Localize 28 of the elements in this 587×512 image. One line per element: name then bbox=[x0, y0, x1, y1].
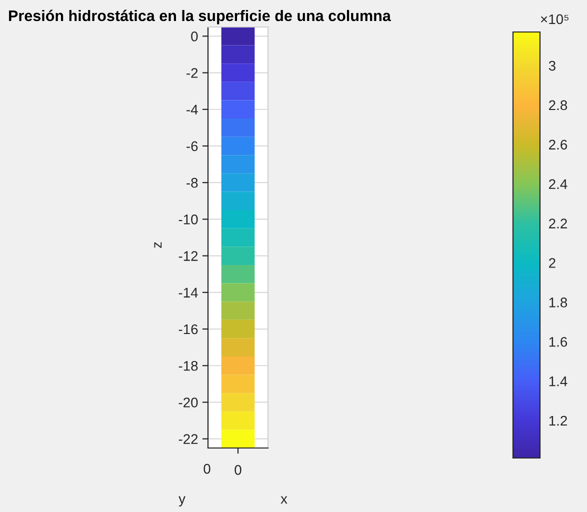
color-bar-label: 1.2 bbox=[549, 416, 567, 426]
y-tick-label: -12 bbox=[178, 251, 198, 261]
color-bar-label: 1.8 bbox=[549, 298, 568, 308]
y-tick-label: -10 bbox=[178, 214, 198, 224]
color-bar-label: 2.2 bbox=[549, 218, 567, 228]
color-bar-title: ×10⁵ bbox=[540, 14, 568, 24]
y-tick-label: -16 bbox=[178, 324, 198, 334]
color-bar-label: 1.6 bbox=[549, 336, 568, 347]
text: y bbox=[178, 496, 186, 506]
y-tick-label: -22 bbox=[178, 434, 198, 444]
y-tick-label: -2 bbox=[186, 68, 198, 78]
y-axis-title: z bbox=[154, 242, 162, 248]
x-axis-title: x bbox=[280, 496, 288, 504]
y-tick-label: 0 bbox=[191, 31, 198, 42]
color-bar-label: 2.4 bbox=[549, 179, 568, 189]
color-bar-label: 1.4 bbox=[549, 376, 568, 386]
color-bar-label: 2.8 bbox=[549, 100, 568, 110]
text: 0 bbox=[204, 464, 210, 474]
y-tick-label: -14 bbox=[178, 288, 198, 298]
y-tick-label: -18 bbox=[178, 360, 198, 371]
chart-title: Presión hidrostática en la superficie de una columna bbox=[9, 10, 391, 24]
color-bar-label: 2.6 bbox=[549, 140, 568, 150]
y-tick-label: -4 bbox=[186, 104, 198, 114]
color-bar-label: 3 bbox=[548, 60, 556, 71]
color-bar-label: 2 bbox=[549, 258, 556, 268]
y-tick-label: -6 bbox=[186, 141, 198, 152]
y-tick-label: -8 bbox=[186, 178, 198, 188]
y-tick-label: -20 bbox=[178, 398, 198, 408]
